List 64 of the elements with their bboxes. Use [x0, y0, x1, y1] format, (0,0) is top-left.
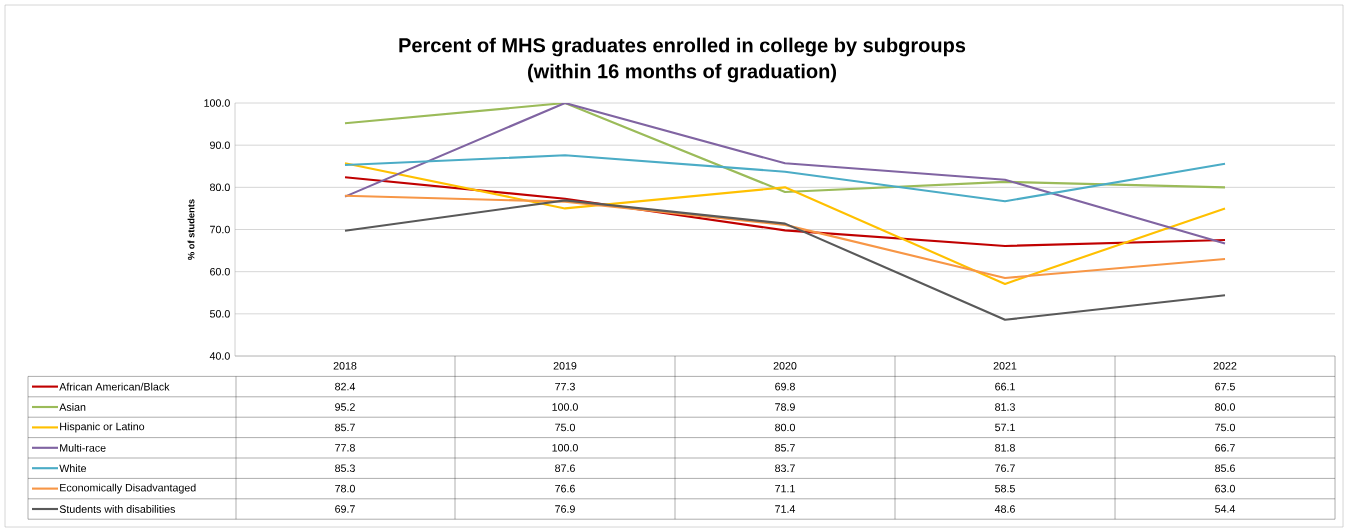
line-series — [343, 154, 1227, 203]
data-label: 48.6 — [994, 505, 1015, 513]
data-label: 63.0 — [1215, 484, 1235, 493]
data-label: 69.8 — [775, 382, 795, 391]
legend-label: Multi-race — [60, 443, 106, 452]
y-tick-label: 70.0 — [210, 225, 230, 234]
data-label: 54.4 — [1215, 505, 1236, 513]
data-label: 100.0 — [552, 444, 578, 452]
legend-label: White — [59, 464, 87, 473]
data-label: 80.0 — [1215, 403, 1235, 411]
legend-label: Hispanic or Latino — [60, 422, 145, 433]
line-series — [343, 162, 1227, 285]
data-label: 75.0 — [555, 423, 575, 432]
line-series — [343, 199, 1227, 321]
data-label: 85.6 — [1215, 464, 1235, 472]
line-series — [343, 103, 1227, 194]
data-label: 95.2 — [335, 403, 355, 411]
data-label: 78.0 — [335, 484, 355, 493]
data-label: 76.6 — [555, 484, 575, 493]
x-tick-label: 2018 — [333, 362, 357, 370]
data-label: 57.1 — [995, 423, 1015, 432]
data-label: 69.7 — [335, 505, 355, 513]
data-label: 76.7 — [995, 464, 1015, 472]
y-tick-label: 90.0 — [210, 141, 230, 149]
legend-label: Asian — [59, 403, 86, 411]
data-label: 75.0 — [1215, 423, 1235, 432]
legend-label: African American/Black — [59, 382, 170, 391]
data-label: 66.1 — [995, 382, 1015, 391]
chart-subtitle: (within 16 months of graduation) — [528, 63, 837, 83]
data-label: 82.4 — [335, 382, 356, 391]
data-label: 77.3 — [555, 382, 575, 391]
data-label: 85.7 — [775, 444, 795, 452]
data-label: 83.7 — [775, 464, 795, 472]
data-label: 80.0 — [775, 423, 795, 432]
x-tick-label: 2021 — [993, 362, 1017, 370]
data-label: 58.5 — [995, 484, 1015, 493]
y-axis-title: % of students — [187, 199, 195, 260]
x-tick-label: 2020 — [773, 362, 797, 370]
line-series — [343, 194, 1227, 280]
y-tick-label: 80.0 — [209, 183, 230, 192]
data-label: 85.7 — [335, 423, 355, 432]
data-label: 71.1 — [775, 484, 795, 493]
data-label: 66.7 — [1215, 444, 1235, 452]
line-series — [343, 176, 1227, 248]
legend-label: Students with disabilities — [59, 505, 176, 513]
data-label: 71.4 — [775, 505, 796, 513]
data-label: 100.0 — [552, 403, 578, 411]
y-tick-label: 100.0 — [204, 99, 230, 107]
y-tick-label: 40.0 — [209, 352, 230, 360]
line-series — [343, 103, 1227, 245]
x-tick-label: 2019 — [553, 362, 577, 370]
data-label: 67.5 — [1215, 382, 1235, 391]
chart-title: Percent of MHS graduates enrolled in college by subgroups — [399, 37, 966, 57]
data-label: 78.9 — [775, 403, 795, 411]
legend-label: Economically Disadvantaged — [60, 483, 196, 494]
data-label: 85.3 — [335, 464, 355, 472]
data-label: 81.8 — [995, 444, 1015, 452]
data-label: 76.9 — [555, 505, 575, 513]
data-label: 77.8 — [335, 444, 355, 452]
x-tick-label: 2022 — [1213, 362, 1237, 370]
data-label: 87.6 — [555, 464, 575, 472]
data-label: 81.3 — [995, 403, 1015, 411]
y-tick-label: 50.0 — [209, 310, 230, 318]
y-tick-label: 60.0 — [210, 267, 230, 276]
